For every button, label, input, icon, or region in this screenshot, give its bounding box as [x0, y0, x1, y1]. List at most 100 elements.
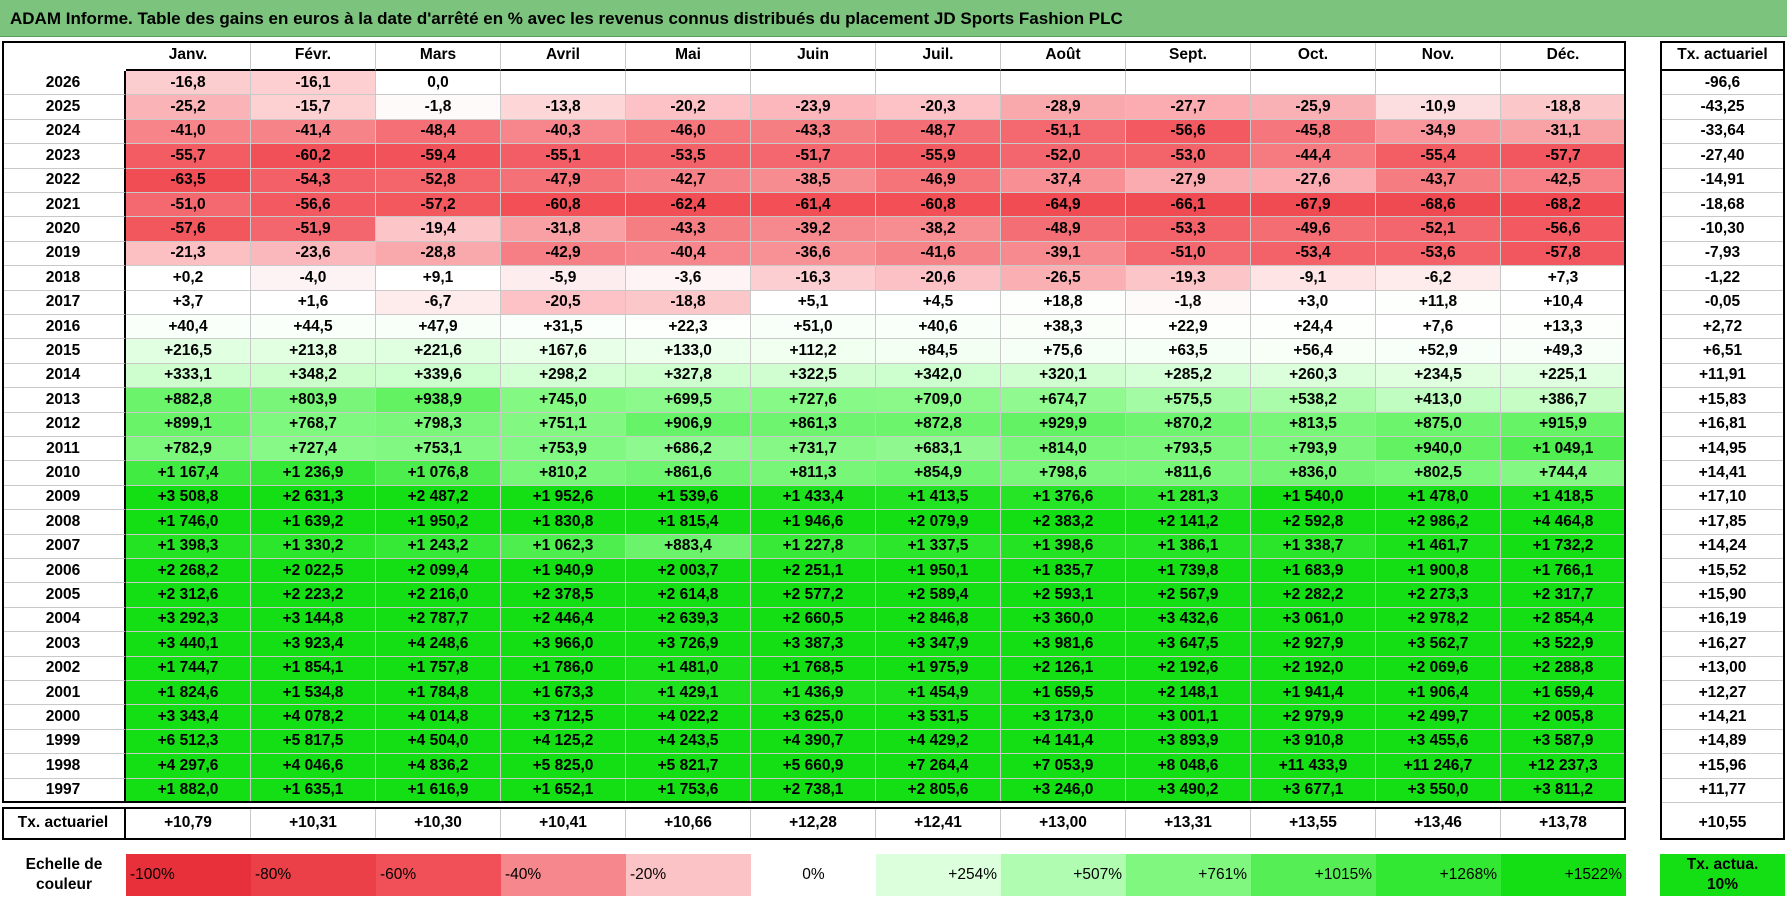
heatmap-cell: -39,1	[1001, 241, 1126, 267]
year-label: 2015	[2, 339, 126, 364]
heatmap-cell: -64,9	[1001, 193, 1126, 218]
heatmap-cell: +1 398,3	[126, 534, 251, 559]
heatmap-cell: +234,5	[1376, 363, 1501, 389]
year-label: 1999	[2, 729, 126, 755]
heatmap-cell: +1 534,8	[251, 681, 376, 706]
heatmap-cell: +793,9	[1251, 437, 1376, 462]
heatmap-cell: +1 616,9	[376, 778, 501, 803]
heatmap-cell: +3 625,0	[751, 705, 876, 730]
heatmap-cell: -51,0	[1126, 241, 1251, 267]
heatmap-cell: +2 216,0	[376, 583, 501, 608]
rate-cell: +12,27	[1660, 681, 1785, 706]
heatmap-cell: -67,9	[1251, 193, 1376, 218]
heatmap-cell: -19,3	[1126, 266, 1251, 291]
footer-rate-cell: +13,55	[1251, 807, 1376, 840]
heatmap-cell: +1 946,6	[751, 510, 876, 535]
heatmap-cell: +810,2	[501, 461, 626, 486]
heatmap-cell: -9,1	[1251, 266, 1376, 291]
heatmap-cell: +1 337,5	[876, 534, 1001, 559]
heatmap-cell: +899,1	[126, 412, 251, 437]
heatmap-cell: -10,9	[1376, 95, 1501, 120]
heatmap-cell: +2 927,9	[1251, 632, 1376, 657]
heatmap-cell: +3 061,0	[1251, 607, 1376, 633]
heatmap-cell: +940,0	[1376, 437, 1501, 462]
heatmap-cell: +1 481,0	[626, 656, 751, 681]
year-label: 2002	[2, 656, 126, 681]
rate-cell: -10,30	[1660, 217, 1785, 242]
heatmap-cell: +3 347,9	[876, 632, 1001, 657]
heatmap-cell: +327,8	[626, 363, 751, 389]
heatmap-cell: +3,0	[1251, 290, 1376, 315]
page-title: ADAM Informe. Table des gains en euros à…	[0, 0, 1787, 37]
heatmap-cell: +1 950,1	[876, 559, 1001, 584]
heatmap-cell: -6,7	[376, 290, 501, 315]
heatmap-cell: +1 744,7	[126, 656, 251, 681]
year-label: 2017	[2, 290, 126, 315]
heatmap-cell: +4 022,2	[626, 705, 751, 730]
heatmap-cell: +731,7	[751, 437, 876, 462]
heatmap-cell: +52,9	[1376, 339, 1501, 364]
heatmap-cell: +2 273,3	[1376, 583, 1501, 608]
heatmap-cell: -31,8	[501, 217, 626, 242]
heatmap-cell: -51,7	[751, 144, 876, 169]
heatmap-cell: -3,6	[626, 266, 751, 291]
heatmap-cell: +2 589,4	[876, 583, 1001, 608]
heatmap-cell: +2 631,3	[251, 485, 376, 511]
heatmap-cell: +6 512,3	[126, 729, 251, 755]
heatmap-cell: -49,6	[1251, 217, 1376, 242]
heatmap-cell: +1 739,8	[1126, 559, 1251, 584]
heatmap-cell	[751, 71, 876, 96]
year-label: 2014	[2, 363, 126, 389]
heatmap-cell: +63,5	[1126, 339, 1251, 364]
heatmap-cell: +3 432,6	[1126, 607, 1251, 633]
heatmap-cell: +75,6	[1001, 339, 1126, 364]
heatmap-cell: +1 398,6	[1001, 534, 1126, 559]
heatmap-cell: +686,2	[626, 437, 751, 462]
heatmap-cell: +2 805,6	[876, 778, 1001, 803]
heatmap-cell: -55,9	[876, 144, 1001, 169]
year-label: 2009	[2, 485, 126, 511]
heatmap-cell: +782,9	[126, 437, 251, 462]
heatmap-cell: +3 811,2	[1501, 778, 1626, 803]
heatmap-cell: +1 167,4	[126, 461, 251, 486]
heatmap-cell: +3 490,2	[1126, 778, 1251, 803]
heatmap-cell: +4 836,2	[376, 754, 501, 779]
heatmap-cell: +3 981,6	[1001, 632, 1126, 657]
heatmap-cell: +1 338,7	[1251, 534, 1376, 559]
heatmap-cell: +2 577,2	[751, 583, 876, 608]
year-label: 2007	[2, 534, 126, 559]
footer-rate-cell: +12,41	[876, 807, 1001, 840]
heatmap-cell	[1251, 71, 1376, 96]
heatmap-cell: +1 639,2	[251, 510, 376, 535]
heatmap-cell: -46,0	[626, 119, 751, 145]
heatmap-cell: -62,4	[626, 193, 751, 218]
footer-rate-cell: +13,00	[1001, 807, 1126, 840]
rate-cell: -33,64	[1660, 119, 1785, 145]
heatmap-cell	[876, 71, 1001, 96]
heatmap-cell: -42,5	[1501, 168, 1626, 193]
heatmap-cell: -56,6	[1501, 217, 1626, 242]
year-label: 2008	[2, 510, 126, 535]
heatmap-cell	[1001, 71, 1126, 96]
heatmap-cell: +1 673,3	[501, 681, 626, 706]
year-label: 2025	[2, 95, 126, 120]
heatmap-cell: +751,1	[501, 412, 626, 437]
heatmap-cell: +24,4	[1251, 315, 1376, 340]
heatmap-cell: +1 784,8	[376, 681, 501, 706]
heatmap-cell: +285,2	[1126, 363, 1251, 389]
heatmap-cell: +1 940,9	[501, 559, 626, 584]
heatmap-cell: +11 433,9	[1251, 754, 1376, 779]
heatmap-cell: -60,8	[876, 193, 1001, 218]
rate-cell: +6,51	[1660, 339, 1785, 364]
heatmap-cell: +2 846,8	[876, 607, 1001, 633]
heatmap-cell: -42,9	[501, 241, 626, 267]
year-label: 2006	[2, 559, 126, 584]
heatmap-cell: -40,3	[501, 119, 626, 145]
heatmap-cell: -54,3	[251, 168, 376, 193]
heatmap-cell: +2 148,1	[1126, 681, 1251, 706]
heatmap-cell: +3,7	[126, 290, 251, 315]
heatmap-cell: +2 126,1	[1001, 656, 1126, 681]
rate-cell: +13,00	[1660, 656, 1785, 681]
heatmap-cell: -63,5	[126, 168, 251, 193]
heatmap-cell: +915,9	[1501, 412, 1626, 437]
